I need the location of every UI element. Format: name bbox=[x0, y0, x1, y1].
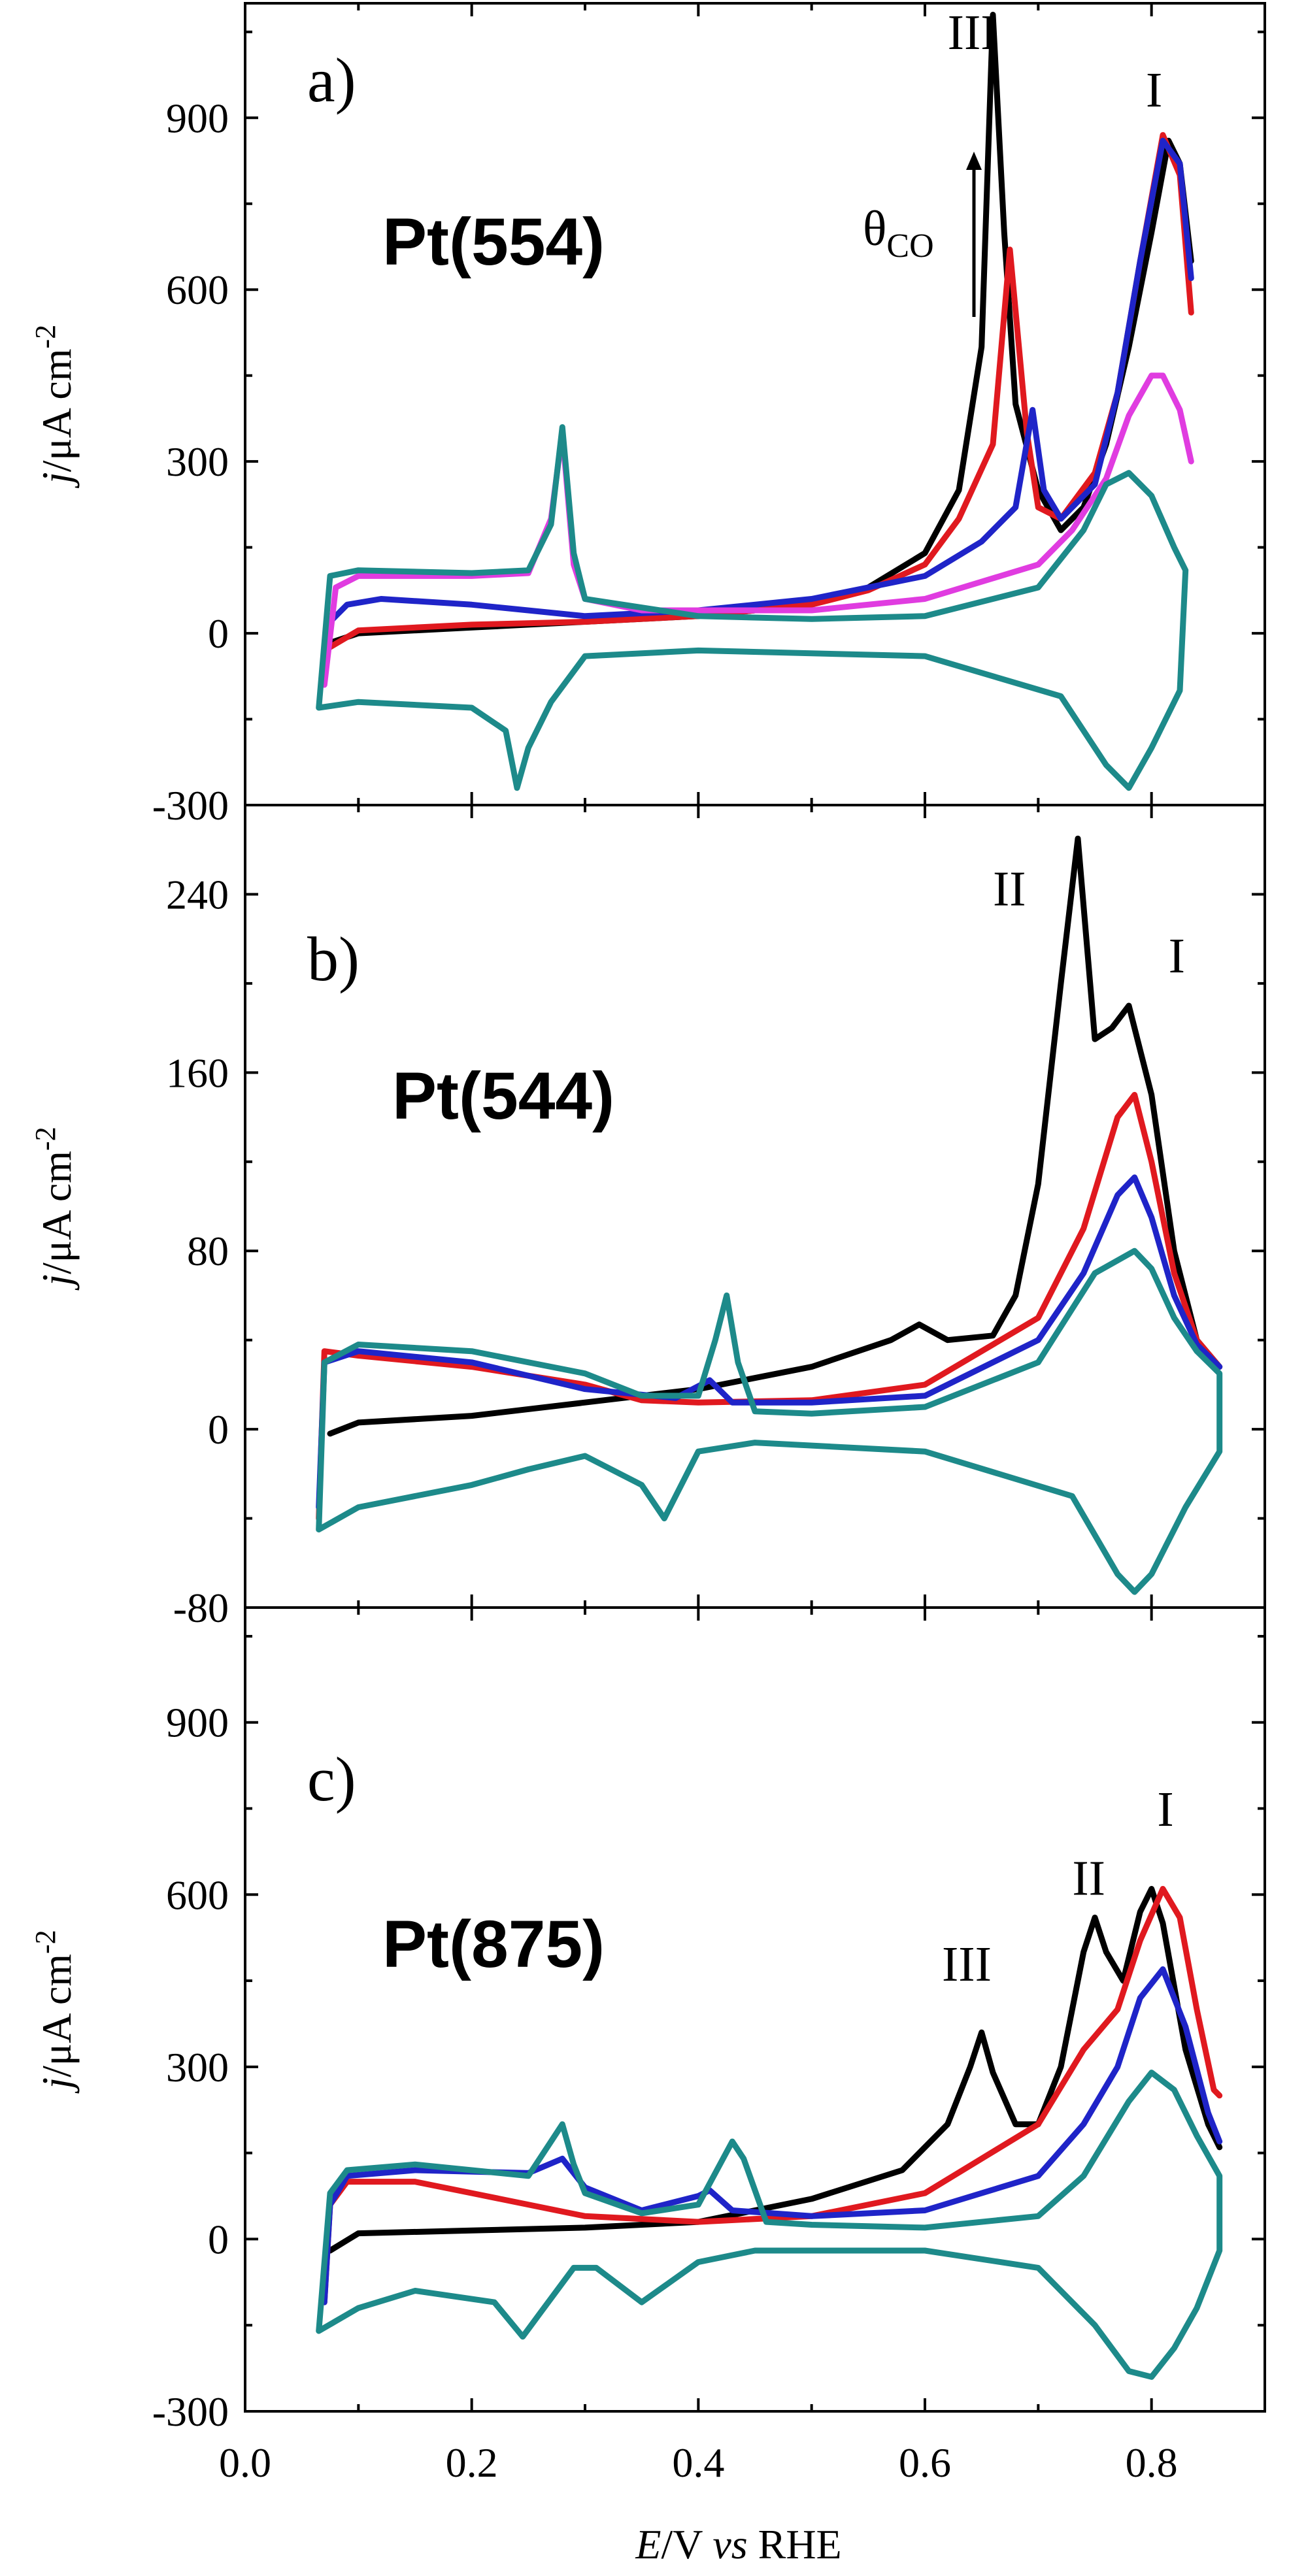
plot-frame bbox=[244, 1606, 1266, 2413]
peak-label: II bbox=[1072, 1851, 1105, 1906]
peak-label: III bbox=[948, 5, 997, 60]
y-tick-label: 900 bbox=[166, 1700, 229, 1746]
series-teal-line bbox=[316, 424, 1189, 791]
series-teal-line bbox=[316, 1247, 1223, 1595]
y-tick-label: 0 bbox=[208, 2216, 229, 2262]
x-axis: E/V vs RHE 0.0 0.2 0.4 0.6 0.8 bbox=[219, 2439, 1178, 2568]
series-blue-line bbox=[321, 137, 1194, 671]
series-red-line bbox=[316, 1091, 1223, 1522]
sample-label: Pt(544) bbox=[392, 1059, 614, 1133]
x-axis-title: E/V vs RHE bbox=[635, 2521, 841, 2568]
peak-label: III bbox=[942, 1937, 992, 1992]
series-teal-line bbox=[316, 2070, 1223, 2380]
arrow-head-icon bbox=[966, 152, 982, 170]
theta-co-annotation: θCO bbox=[863, 152, 982, 317]
y-tick-label: -80 bbox=[173, 1585, 229, 1631]
x-tick-label: 0.0 bbox=[219, 2439, 271, 2486]
sample-label: Pt(554) bbox=[382, 205, 605, 279]
y-tick-label: 900 bbox=[166, 95, 229, 141]
y-tick-label: 160 bbox=[166, 1049, 229, 1096]
theta-co-label: θCO bbox=[863, 201, 934, 265]
x-tick-label: 0.4 bbox=[672, 2439, 724, 2486]
y-tick-label: 300 bbox=[166, 2044, 229, 2090]
y-tick-label: 0 bbox=[208, 1406, 229, 1453]
x-tick-label: 0.2 bbox=[446, 2439, 498, 2486]
y-axis-title: j/μA cm-2 bbox=[29, 1127, 80, 1290]
panel-letter: c) bbox=[307, 1744, 356, 1814]
sample-label: Pt(875) bbox=[382, 1907, 605, 1981]
y-tick-label: 300 bbox=[166, 438, 229, 485]
x-tick-label: 0.6 bbox=[899, 2439, 951, 2486]
y-axis-title: j/μA cm-2 bbox=[29, 325, 80, 488]
y-tick-label: -300 bbox=[152, 782, 229, 829]
series-black-line bbox=[327, 835, 1223, 1437]
y-axis-title: j/μA cm-2 bbox=[29, 1930, 80, 2093]
y-tick-label: 80 bbox=[187, 1228, 229, 1274]
panel-letter: a) bbox=[307, 45, 356, 115]
peak-label: I bbox=[1146, 63, 1162, 118]
y-tick-label: 240 bbox=[166, 871, 229, 917]
peak-label: I bbox=[1157, 1782, 1173, 1837]
y-tick-label: 600 bbox=[166, 1872, 229, 1918]
x-tick-label: 0.8 bbox=[1126, 2439, 1178, 2486]
panel-letter: b) bbox=[307, 924, 360, 994]
y-tick-label: 600 bbox=[166, 267, 229, 313]
peak-label: I bbox=[1169, 929, 1185, 983]
peak-label: II bbox=[993, 862, 1026, 917]
series-red-line bbox=[321, 1886, 1223, 2305]
series-blue-line bbox=[316, 1174, 1223, 1510]
y-tick-label: -300 bbox=[152, 2388, 229, 2435]
y-tick-label: 0 bbox=[208, 610, 229, 657]
series-black-line bbox=[321, 12, 1194, 648]
